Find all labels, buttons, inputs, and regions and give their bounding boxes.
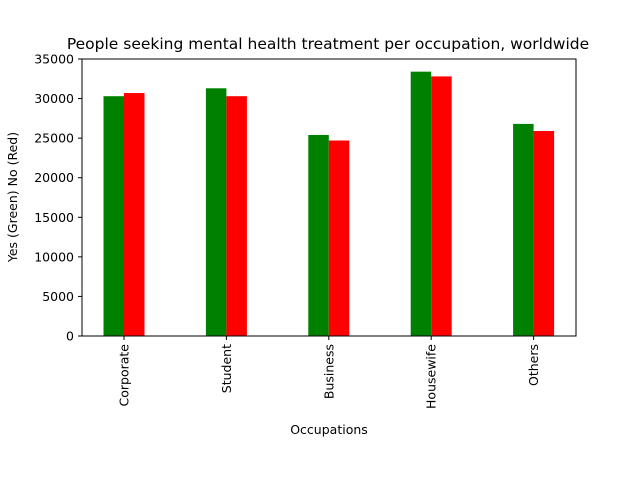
x-tick-label: Others [526,344,541,386]
y-tick-label: 15000 [34,210,74,225]
bar-housewife-series-2 [431,76,452,336]
y-axis-ticks: 0 5000 10000 15000 20000 25000 30000 35000 [34,52,82,344]
bar-business-series-1 [308,134,329,336]
y-axis-label: Yes (Green) No (Red) [5,132,20,263]
x-tick-label: Housewife [424,344,439,409]
x-tick-label: Corporate [117,344,132,407]
bars-layer [103,71,555,337]
chart-title: People seeking mental health treatment p… [67,35,589,53]
x-axis-label: Occupations [290,422,368,437]
y-tick-label: 30000 [34,91,74,106]
y-tick-label: 35000 [34,52,74,67]
y-tick-label: 0 [66,329,74,344]
y-tick-label: 25000 [34,131,74,146]
bar-student-series-1 [205,88,227,336]
y-tick-label: 10000 [34,249,74,264]
bar-business-series-2 [328,140,350,336]
bar-corporate-series-1 [103,96,124,336]
bar-others-series-1 [513,123,534,336]
bar-corporate-series-2 [124,93,145,336]
y-tick-label: 20000 [34,170,74,185]
x-axis-ticks: Corporate Student Business Housewife Others [117,336,541,409]
bar-housewife-series-1 [410,71,432,337]
x-tick-label: Student [219,344,234,393]
x-tick-label: Business [321,344,336,399]
bar-others-series-2 [533,131,555,336]
y-tick-label: 5000 [42,289,74,304]
bar-student-series-2 [226,96,247,336]
